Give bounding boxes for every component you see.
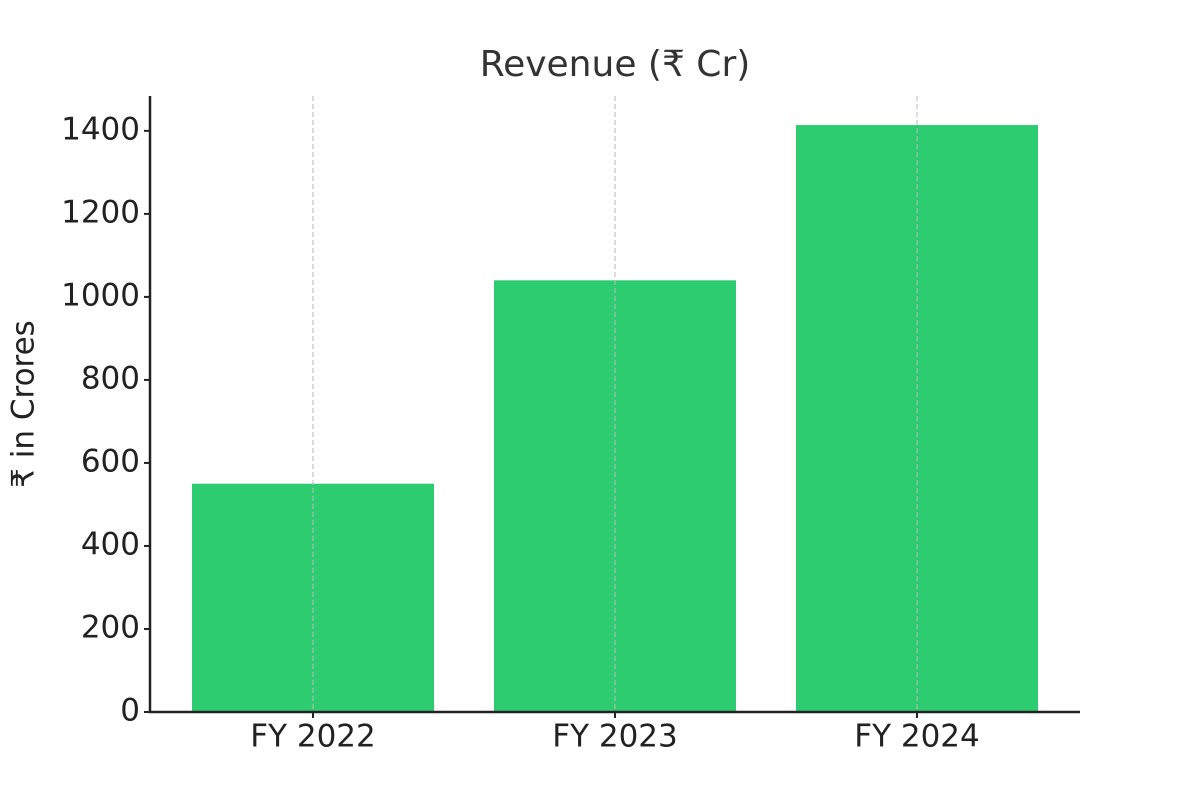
- y-tick-label: 200: [81, 609, 140, 645]
- y-axis-label: ₹ in Crores: [6, 320, 42, 488]
- chart-title: Revenue (₹ Cr): [480, 44, 751, 85]
- y-tick-label: 600: [81, 443, 140, 479]
- y-tick-label: 400: [81, 526, 140, 562]
- y-tick-label: 0: [120, 693, 140, 729]
- x-tick-label: FY 2024: [854, 719, 980, 755]
- y-tick-label: 1000: [61, 277, 140, 313]
- x-tick-label: FY 2023: [552, 719, 678, 755]
- y-tick-label: 800: [81, 360, 140, 396]
- y-tick-label: 1200: [61, 194, 140, 230]
- x-tick-label: FY 2022: [250, 719, 376, 755]
- y-tick-label: 1400: [61, 111, 140, 147]
- bar: [192, 483, 434, 712]
